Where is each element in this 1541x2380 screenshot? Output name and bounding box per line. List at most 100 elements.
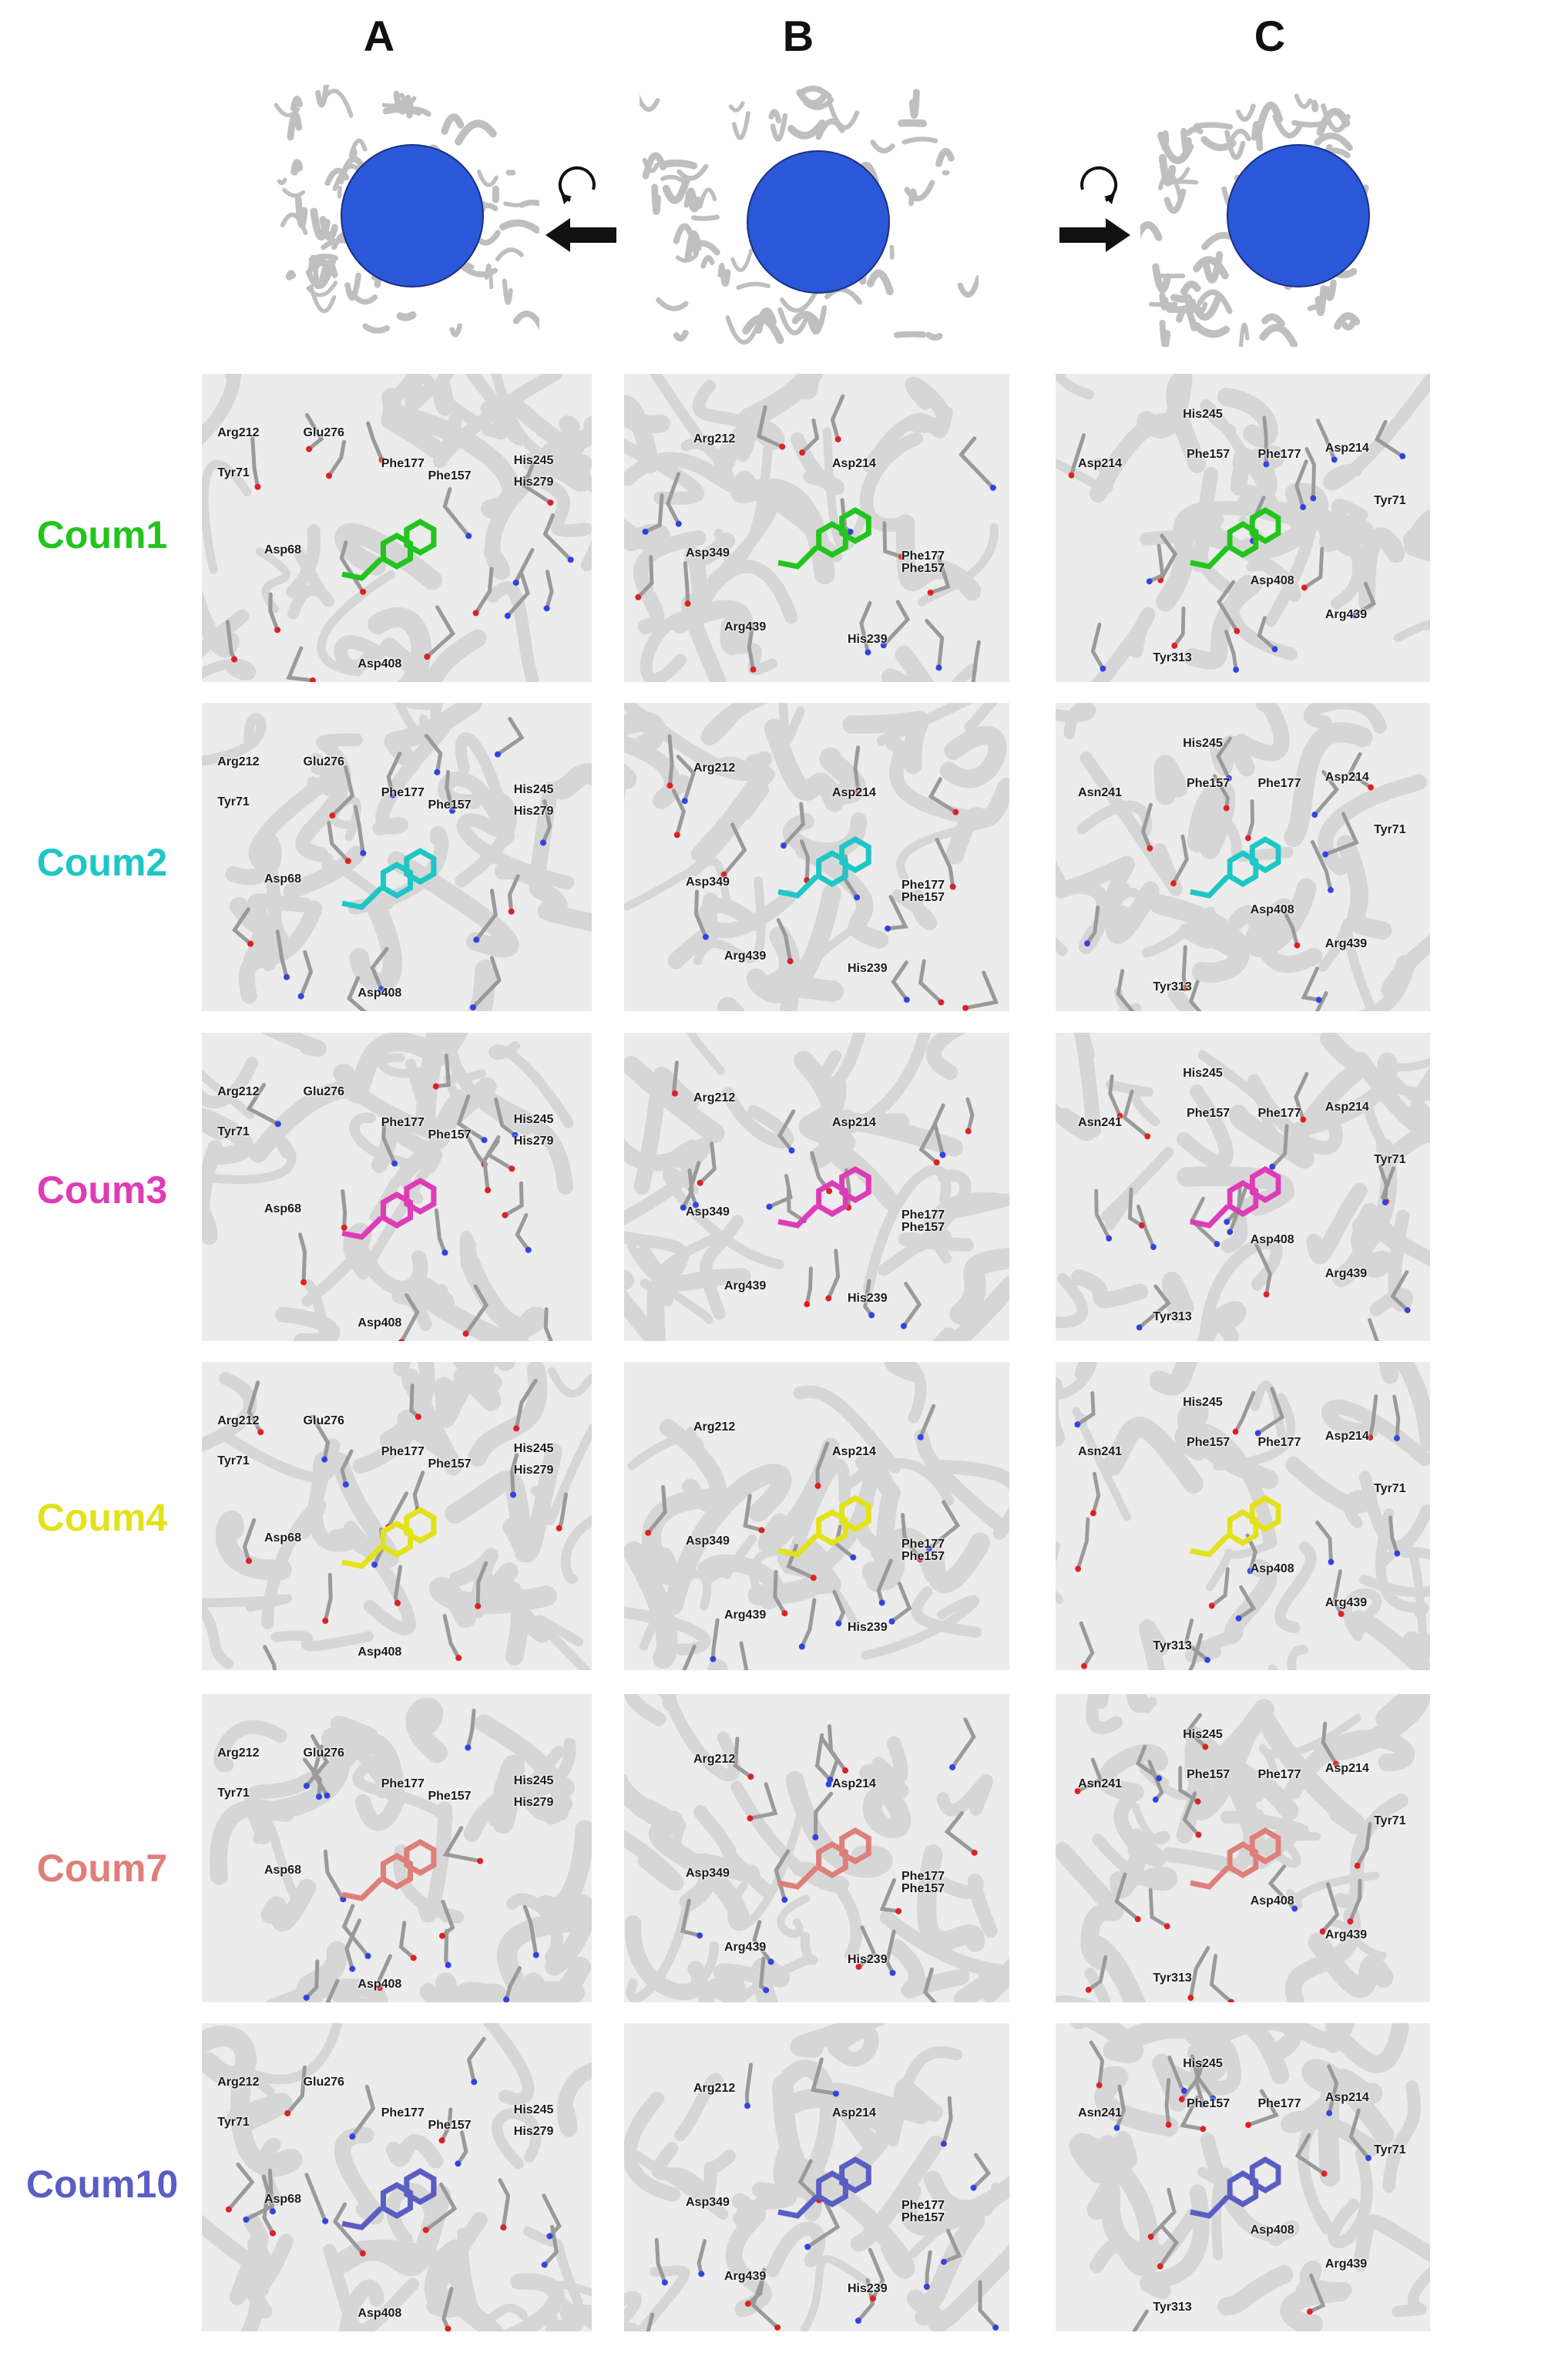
residue-label: His245 (1183, 1067, 1223, 1080)
residue-label: Asn241 (1078, 1445, 1123, 1458)
panel-coum10-b: Arg212 Asp214 Asp349 Phe177 Phe157 Arg439 His2… (624, 2023, 1009, 2331)
residue-label: Phe157 (901, 1550, 945, 1563)
panel-coum1-b: Arg212 Asp214 Asp349 Phe177 Phe157 Arg439 His2… (624, 374, 1009, 682)
residue-label: Asp408 (1250, 2224, 1294, 2237)
panel-coum3-a: Arg212 Glu276 Phe177 His245 Phe157 His279 Tyr7… (202, 1033, 592, 1341)
overview-structure-b (634, 85, 982, 347)
residue-label: His245 (1183, 408, 1223, 421)
residue-label: Arg212 (217, 426, 260, 439)
rotation-icon (1080, 166, 1118, 202)
residue-label: Arg439 (724, 1941, 767, 1954)
residue-label: Tyr71 (1374, 494, 1406, 507)
residue-label: Asp68 (264, 1864, 301, 1877)
residue-label: Asp408 (1250, 1233, 1294, 1246)
row-label-coum3: Coum3 (36, 1168, 168, 1212)
residue-label: Arg212 (693, 432, 736, 445)
ligand-coum1 (777, 506, 871, 570)
residue-label: Asp68 (264, 2193, 301, 2206)
residue-label: His239 (848, 962, 888, 975)
residue-label: Phe157 (901, 1882, 945, 1895)
residue-label: Arg439 (1324, 1928, 1368, 1941)
residue-label: Asp408 (358, 987, 402, 1000)
residue-label: Asp408 (1250, 1562, 1294, 1575)
residue-label: Phe177 (901, 1870, 945, 1883)
residue-label: Phe157 (428, 1457, 472, 1471)
arrow-right-icon (1059, 218, 1130, 252)
row-label-coum7: Coum7 (36, 1847, 168, 1890)
residue-label: Glu276 (303, 1085, 344, 1098)
residue-label: Phe177 (381, 1777, 425, 1790)
ligand-coum7 (777, 1827, 871, 1890)
residue-label: Glu276 (303, 426, 344, 439)
residue-label: Asp214 (832, 786, 876, 799)
residue-label: His239 (848, 2282, 888, 2295)
residue-label: Asp68 (264, 872, 301, 886)
rotate-left-indicator (539, 158, 624, 266)
residue-label: Asp68 (264, 543, 301, 556)
residue-label: Asp214 (1324, 1430, 1369, 1443)
ligand-coum2 (341, 847, 437, 910)
residue-label: Asp214 (1078, 457, 1123, 470)
residue-label: Phe157 (1187, 1107, 1230, 1120)
residue-label: His245 (513, 1113, 554, 1126)
residue-label: Asp349 (686, 876, 730, 889)
residue-label: Tyr313 (1153, 2301, 1192, 2314)
residue-label: His239 (848, 1292, 888, 1305)
residue-label: Arg439 (1324, 608, 1368, 621)
panel-coum2-a: Arg212 Glu276 Phe177 His245 Phe157 His279 Tyr7… (202, 703, 592, 1011)
residue-label: Asn241 (1078, 786, 1123, 799)
residue-label: Arg439 (1324, 1596, 1368, 1609)
residue-label: Asp214 (1324, 771, 1369, 784)
residue-label: Arg212 (693, 1753, 736, 1766)
residue-label: His279 (513, 2125, 554, 2138)
residue-label: Phe157 (428, 1790, 472, 1803)
residue-label: Asn241 (1078, 1116, 1123, 1129)
residue-label: Asp349 (686, 1535, 730, 1548)
panel-coum4-c: Asn241 His245 Asp214 Phe157 Phe177 Tyr71 Asp40… (1056, 1362, 1430, 1670)
residue-label: Arg212 (693, 1091, 736, 1104)
panel-coum2-b: Arg212 Asp214 Asp349 Phe177 Phe157 Arg439 His2… (624, 703, 1009, 1011)
residue-label: Asp68 (264, 1531, 301, 1545)
residue-label: Asp68 (264, 1202, 301, 1215)
residue-label: Asp408 (1250, 903, 1294, 916)
arrow-left-icon (546, 218, 616, 252)
residue-label: Arg212 (217, 1746, 260, 1760)
residue-label: Glu276 (303, 1746, 344, 1760)
residue-label: Phe157 (428, 798, 472, 812)
residue-label: Tyr313 (1153, 651, 1192, 664)
residue-label: Arg439 (1324, 937, 1368, 950)
ligand-coum4 (1190, 1494, 1281, 1558)
panel-coum3-b: Arg212 Asp214 Asp349 Phe177 Phe157 Arg439 His2… (624, 1033, 1009, 1341)
residue-label: His239 (848, 1621, 888, 1634)
residue-label: Phe157 (1187, 777, 1230, 790)
residue-label: His245 (1183, 737, 1223, 750)
column-header-a: A (363, 12, 395, 60)
residue-label: Asp408 (358, 1316, 402, 1330)
ligand-coum3 (777, 1165, 871, 1229)
ligand-coum4 (341, 1506, 437, 1569)
overview-structure-c (1130, 85, 1387, 351)
residue-label: Phe157 (1187, 2097, 1230, 2110)
panel-coum7-b: Arg212 Asp214 Asp349 Phe177 Phe157 Arg439 His2… (624, 1694, 1009, 2002)
residue-label: Tyr71 (217, 1454, 250, 1467)
residue-label: Tyr71 (1374, 823, 1406, 836)
residue-label: Phe157 (901, 2211, 945, 2224)
ligand-coum2 (1190, 835, 1281, 899)
residue-label: Phe157 (428, 2119, 472, 2132)
panel-coum3-c: Asn241 His245 Asp214 Phe157 Phe177 Tyr71 Asp40… (1056, 1033, 1430, 1341)
residue-label: Arg439 (724, 950, 767, 963)
residue-label: Tyr71 (217, 1125, 250, 1138)
panel-coum1-a: Arg212 Glu276 Phe177 His245 Phe157 His279 Tyr7… (202, 374, 592, 682)
row-label-coum1: Coum1 (36, 513, 168, 556)
overview-structure-a (262, 80, 551, 347)
residue-label: Phe177 (1257, 448, 1301, 461)
ligand-coum10 (1190, 2156, 1281, 2219)
residue-label: Asp408 (358, 657, 402, 671)
residue-label: Asp349 (686, 1205, 730, 1219)
residue-label: Asp214 (832, 1445, 876, 1458)
ligand-coum10 (341, 2167, 437, 2230)
ligand-coum3 (341, 1177, 437, 1240)
residue-label: Asp214 (832, 1777, 876, 1790)
residue-label: Asp214 (832, 1116, 876, 1129)
row-label-coum10: Coum10 (25, 2163, 179, 2206)
